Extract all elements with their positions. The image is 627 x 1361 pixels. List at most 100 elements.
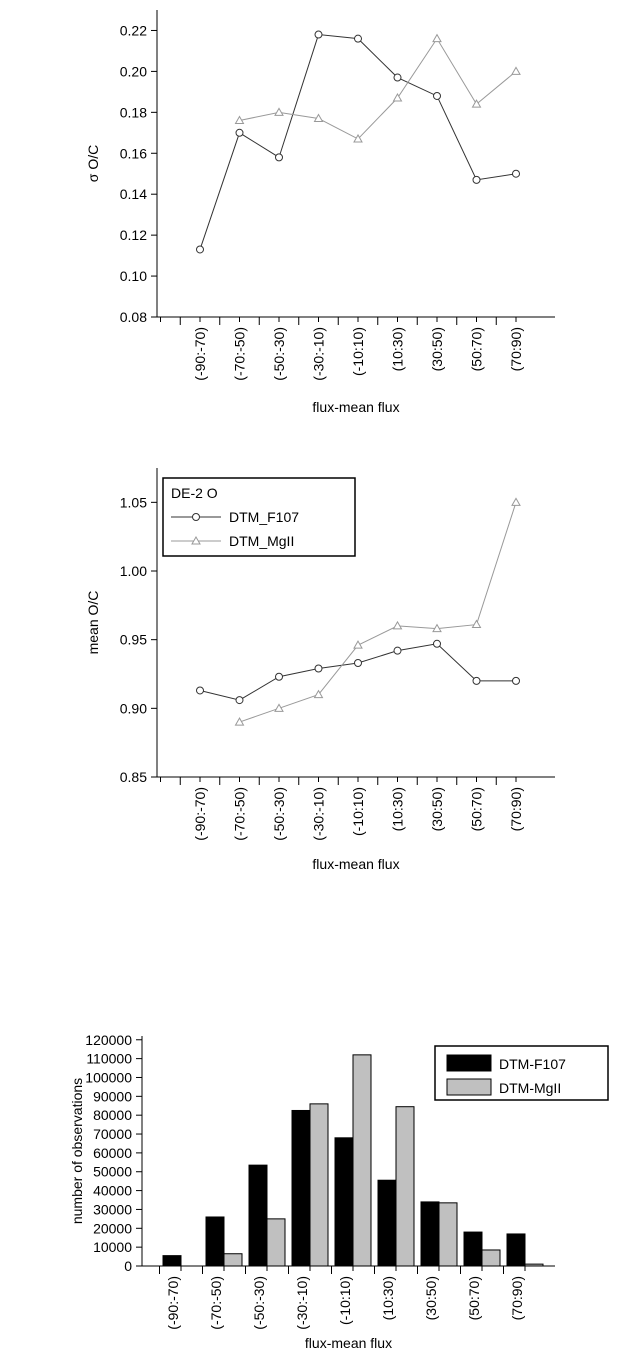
circle-marker — [393, 646, 402, 655]
triangle-marker — [234, 115, 245, 125]
circle-marker — [512, 169, 520, 178]
circle-marker — [354, 659, 362, 668]
x-axis-label: flux-mean flux — [312, 399, 399, 415]
legend-label: DTM-MgII — [499, 1080, 561, 1096]
legend-label: DTM_MgII — [229, 533, 294, 549]
x-tick-label: (30:50) — [429, 787, 445, 831]
circle-marker — [433, 639, 441, 648]
bar — [205, 1216, 225, 1267]
legend-marker — [192, 513, 200, 521]
y-tick-label: 1.05 — [120, 494, 147, 510]
circle-marker — [196, 686, 204, 695]
y-tick-label: 80000 — [93, 1107, 132, 1123]
bar — [248, 1164, 268, 1267]
y-axis-label: mean O/C — [85, 591, 101, 655]
y-tick-label: 20000 — [93, 1220, 132, 1236]
triangle-marker — [353, 133, 363, 143]
y-tick-label: 0 — [124, 1258, 132, 1274]
circle-marker — [235, 128, 244, 137]
y-tick-label: 0.10 — [120, 268, 147, 284]
triangle-marker — [274, 107, 284, 116]
y-tick-label: 110000 — [86, 1051, 132, 1067]
y-tick-label: 0.95 — [120, 632, 147, 648]
x-tick-label: (50:70) — [466, 1276, 482, 1320]
x-tick-label: (-30:-10) — [311, 787, 327, 841]
y-tick-label: 10000 — [93, 1239, 132, 1255]
y-tick-label: 0.08 — [120, 309, 147, 325]
x-tick-label: (-90:-70) — [192, 787, 208, 841]
triangle-marker — [274, 703, 284, 712]
circle-marker — [512, 676, 520, 685]
bar — [266, 1218, 286, 1267]
triangle-marker — [511, 66, 521, 75]
y-axis-label: σ O/C — [85, 145, 101, 182]
circle-marker — [314, 664, 323, 673]
x-tick-label: (50:70) — [469, 787, 485, 831]
x-axis-label: flux-mean flux — [305, 1335, 392, 1351]
x-tick-label: (50:70) — [469, 327, 485, 371]
x-tick-label: (-70:-50) — [232, 327, 248, 381]
x-tick-label: (-50:-30) — [251, 1276, 267, 1330]
bar — [395, 1106, 415, 1267]
x-tick-label: (-90:-70) — [165, 1276, 181, 1330]
x-tick-label: (-50:-30) — [271, 787, 287, 841]
y-tick-label: 0.20 — [120, 63, 147, 79]
bar — [291, 1109, 311, 1267]
bar — [463, 1231, 483, 1267]
bar — [481, 1249, 501, 1267]
x-tick-label: (10:30) — [380, 1276, 396, 1320]
circle-marker — [433, 91, 441, 100]
y-tick-label: 0.12 — [120, 227, 147, 243]
bar — [334, 1137, 354, 1267]
circle-marker — [472, 676, 481, 685]
y-tick-label: 0.16 — [120, 145, 147, 161]
y-axis-label: number of observations — [69, 1078, 85, 1224]
triangle-marker — [471, 619, 482, 629]
bar — [309, 1103, 329, 1267]
series-line — [239, 502, 517, 723]
y-tick-label: 120000 — [85, 1032, 132, 1048]
circle-marker — [196, 245, 204, 254]
bar — [524, 1263, 544, 1267]
triangle-marker — [353, 640, 363, 649]
triangle-marker — [392, 620, 403, 630]
x-tick-label: (30:50) — [423, 1276, 439, 1320]
triangle-marker — [432, 623, 442, 633]
circle-marker — [235, 696, 244, 705]
x-tick-label: (-30:-10) — [311, 327, 327, 381]
y-tick-label: 70000 — [93, 1126, 132, 1142]
triangle-marker — [313, 113, 324, 122]
circle-marker — [275, 672, 283, 681]
x-tick-label: (-10:10) — [350, 787, 366, 836]
x-tick-label: (-30:-10) — [294, 1276, 310, 1330]
circle-marker — [314, 30, 323, 39]
x-tick-label: (-10:10) — [350, 327, 366, 376]
triangle-marker — [234, 717, 245, 726]
series-line — [199, 643, 516, 701]
x-tick-label: (-70:-50) — [208, 1276, 224, 1330]
y-tick-label: 0.14 — [120, 186, 147, 202]
y-tick-label: 0.85 — [120, 769, 147, 785]
series-line — [239, 37, 517, 140]
y-tick-label: 90000 — [93, 1088, 132, 1104]
circle-marker — [275, 153, 283, 162]
bar — [223, 1253, 243, 1267]
triangle-marker — [432, 33, 442, 43]
x-tick-label: (-90:-70) — [192, 327, 208, 381]
x-tick-label: (70:90) — [508, 327, 524, 371]
x-tick-label: (70:90) — [508, 787, 524, 831]
y-tick-label: 1.00 — [120, 563, 147, 579]
y-tick-label: 0.90 — [120, 700, 147, 716]
y-tick-label: 40000 — [93, 1183, 132, 1199]
circle-marker — [354, 34, 362, 43]
y-tick-label: 0.18 — [120, 104, 147, 120]
y-tick-label: 50000 — [93, 1164, 132, 1180]
x-axis-label: flux-mean flux — [312, 856, 399, 872]
x-tick-label: (10:30) — [390, 787, 406, 831]
x-tick-label: (-10:10) — [337, 1276, 353, 1325]
x-tick-label: (70:90) — [509, 1276, 525, 1320]
legend-marker — [191, 535, 201, 545]
bar — [377, 1179, 397, 1267]
bar — [420, 1201, 440, 1267]
